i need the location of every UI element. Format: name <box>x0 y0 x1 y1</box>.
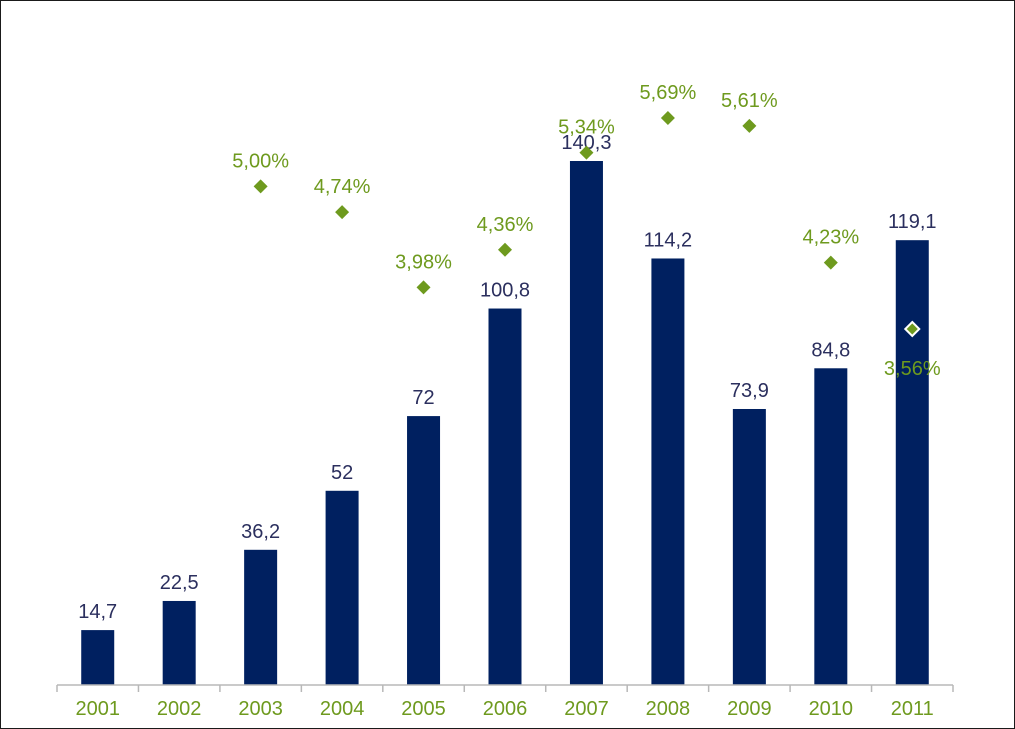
bar <box>895 240 929 686</box>
bar <box>651 258 685 685</box>
bar <box>162 600 196 685</box>
x-tick-label: 2007 <box>564 698 609 720</box>
x-tick-label: 2006 <box>483 698 528 720</box>
x-tick-label: 2009 <box>727 698 772 720</box>
bar-value-labels: 14,7 22,5 36,2 52 72 100,8 140,3 114,2 73,9 84,8 1… <box>78 132 936 623</box>
x-tick-label: 2002 <box>157 698 202 720</box>
bar-value-label: 114,2 <box>644 229 693 251</box>
bar <box>488 308 522 685</box>
percentage-label: 5,61% <box>721 90 778 112</box>
percentage-marker <box>742 118 757 133</box>
x-tick-label: 2001 <box>75 698 120 720</box>
percentage-label: 4,74% <box>314 176 371 198</box>
bar-value-label: 36,2 <box>241 521 280 543</box>
bar-series <box>81 161 929 686</box>
bar <box>732 408 766 685</box>
bar <box>244 549 278 685</box>
bar-value-label: 22,5 <box>160 572 199 594</box>
x-tick-label: 2010 <box>809 698 854 720</box>
bar-value-label: 100,8 <box>480 280 530 302</box>
x-axis-ticks <box>56 685 954 692</box>
bar-value-label: 52 <box>331 462 353 484</box>
percentage-label: 4,36% <box>477 214 534 236</box>
bar <box>81 630 115 685</box>
percentage-marker <box>335 205 350 220</box>
bar-value-label: 140,3 <box>561 132 611 154</box>
percentage-marker <box>416 280 431 295</box>
bar <box>569 161 603 685</box>
percentage-markers <box>253 111 921 338</box>
bar-value-label: 73,9 <box>730 380 769 402</box>
percentage-label: 3,56% <box>884 358 941 380</box>
percentage-labels: 5,00% 4,74% 3,98% 4,36% 5,34% 5,69% 5,61% 4,23%… <box>232 82 941 380</box>
bar <box>407 416 441 685</box>
bar-value-label: 84,8 <box>811 339 850 361</box>
percentage-marker <box>903 320 921 338</box>
x-tick-label: 2011 <box>891 698 934 720</box>
percentage-label: 5,34% <box>558 117 615 139</box>
x-tick-label: 2003 <box>238 698 283 720</box>
x-tick-label: 2008 <box>646 698 691 720</box>
bar <box>814 368 848 685</box>
bar-value-label: 72 <box>412 387 434 409</box>
x-tick-label: 2004 <box>320 698 365 720</box>
percentage-marker <box>579 145 594 160</box>
percentage-label: 5,69% <box>640 82 697 104</box>
x-axis-tick-labels: 2001 2002 2003 2004 2005 2006 2007 2008 2009 2010… <box>75 698 933 720</box>
percentage-marker <box>823 255 838 270</box>
x-tick-label: 2005 <box>401 698 446 720</box>
percentage-marker <box>660 111 675 125</box>
bar-value-label: 14,7 <box>78 601 117 623</box>
percentage-marker <box>498 242 512 257</box>
percentage-marker <box>253 179 268 194</box>
percentage-label: 3,98% <box>395 251 452 273</box>
percentage-label: 4,23% <box>802 227 859 249</box>
percentage-label: 5,00% <box>232 150 289 172</box>
bar <box>325 490 359 685</box>
bar-value-label: 119,1 <box>888 211 937 233</box>
